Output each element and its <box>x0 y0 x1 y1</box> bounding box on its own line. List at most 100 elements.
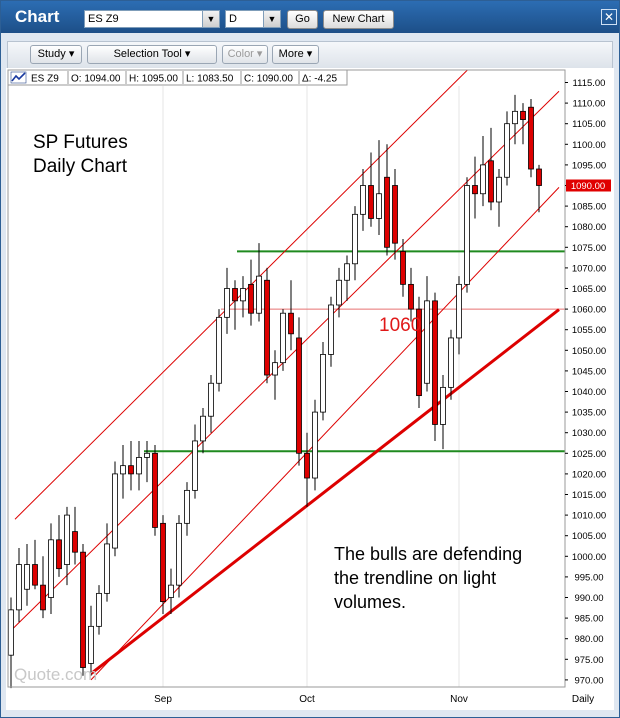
candle-body-up <box>480 164 486 195</box>
main-trendline <box>90 308 560 675</box>
candle-body-up <box>168 584 174 598</box>
candle-body-up <box>344 263 350 281</box>
candle <box>192 424 198 499</box>
candle-body-down <box>400 251 406 285</box>
candle-body-up <box>104 543 110 594</box>
y-tick-label: 990.00 <box>574 593 603 604</box>
y-tick-label: 1015.00 <box>572 490 606 501</box>
ohlc-open: O: 1094.00 <box>71 74 121 85</box>
interval-select[interactable]: D ▼ <box>225 10 281 28</box>
candles <box>8 94 542 689</box>
candle-body-down <box>304 452 310 479</box>
candle <box>104 523 110 602</box>
y-tick-label: 1035.00 <box>572 408 606 419</box>
candle <box>64 506 70 586</box>
y-tick-label: 1060.00 <box>572 305 606 316</box>
candle <box>520 103 526 145</box>
candle-body-up <box>456 283 462 339</box>
candle <box>328 296 334 367</box>
y-tick-label: 1080.00 <box>572 222 606 233</box>
candle-body-up <box>336 279 342 306</box>
candle <box>352 206 358 281</box>
candle-body-down <box>32 564 38 586</box>
candle-body-up <box>96 592 102 627</box>
candle <box>368 152 374 227</box>
candle <box>256 243 262 322</box>
candle <box>200 407 206 454</box>
candle-body-up <box>64 514 70 565</box>
candle-body-down <box>528 106 534 170</box>
candle-body-up <box>312 411 318 479</box>
candle-body-down <box>408 283 414 310</box>
candle <box>56 515 62 577</box>
title-bar: Chart ES Z9 ▼ D ▼ Go New Chart ✕ <box>1 1 619 33</box>
new-chart-button[interactable]: New Chart <box>323 10 394 29</box>
candle-body-down <box>232 288 238 302</box>
y-tick-label: 1055.00 <box>572 325 606 336</box>
candle-body-up <box>504 123 510 178</box>
candle-body-down <box>152 452 158 528</box>
candle-body-up <box>144 452 150 458</box>
symbol-value: ES Z9 <box>88 13 119 25</box>
chevron-down-icon[interactable]: ▼ <box>263 11 280 27</box>
x-axis-label: Daily <box>572 694 594 705</box>
candle-body-up <box>176 522 182 586</box>
color-menu-button[interactable]: Color ▾ <box>222 45 268 64</box>
candle <box>472 156 478 219</box>
y-tick-label: 1020.00 <box>572 469 606 480</box>
study-menu-button[interactable]: Study ▾ <box>30 45 82 64</box>
ohlc-symbol: ES Z9 <box>31 74 59 85</box>
candle <box>376 140 382 235</box>
y-tick-label: 1005.00 <box>572 531 606 542</box>
interval-value: D <box>229 13 237 25</box>
upper-channel <box>14 70 469 520</box>
candle-body-up <box>192 440 198 491</box>
candle-body-up <box>440 386 446 425</box>
candle-body-up <box>328 304 334 355</box>
candle-body-down <box>520 110 526 120</box>
candle <box>504 111 510 186</box>
chart-area[interactable]: ES Z9 O: 1094.00 H: 1095.00 L: 1083.50 C… <box>6 68 614 710</box>
candle-body-down <box>264 279 270 376</box>
candle-body-up <box>216 316 222 384</box>
ohlc-high: H: 1095.00 <box>129 74 178 85</box>
chart-title-line-2: Daily Chart <box>33 156 128 177</box>
y-tick-label: 970.00 <box>574 675 603 686</box>
chart-background <box>6 68 614 710</box>
candle <box>120 445 126 499</box>
candle-body-down <box>72 531 78 553</box>
candle-body-down <box>248 283 254 314</box>
y-tick-label: 995.00 <box>574 572 603 583</box>
go-button[interactable]: Go <box>287 10 318 29</box>
candle-body-down <box>128 465 134 475</box>
y-axis: 1115.00 1110.00 1105.00 1100.00 1095.00 1090.… <box>565 78 611 686</box>
ohlc-close: C: 1090.00 <box>244 74 293 85</box>
x-tick-label: Sep <box>154 694 172 705</box>
selection-tool-menu-button[interactable]: Selection Tool ▾ <box>87 45 217 64</box>
candle <box>400 239 406 297</box>
y-tick-label: 980.00 <box>574 634 603 645</box>
candle <box>16 548 22 623</box>
candle <box>240 276 246 318</box>
candle-body-up <box>208 382 214 417</box>
ohlc-low: L: 1083.50 <box>186 74 234 85</box>
candle <box>184 482 190 536</box>
level-1060-label: 1060 <box>379 315 421 336</box>
close-icon[interactable]: ✕ <box>601 9 617 25</box>
y-tick-label: 1115.00 <box>573 78 606 89</box>
chevron-down-icon[interactable]: ▼ <box>202 11 219 27</box>
y-tick-label: 1085.00 <box>572 202 606 213</box>
candle <box>304 432 310 507</box>
candle-body-down <box>288 312 294 335</box>
candle <box>112 461 118 557</box>
candle-body-up <box>512 110 518 125</box>
candle <box>216 309 222 392</box>
y-tick-label: 1065.00 <box>572 284 606 295</box>
ohlc-bar-frame <box>7 69 348 86</box>
candle-body-down <box>432 300 438 425</box>
more-menu-button[interactable]: More ▾ <box>272 45 319 64</box>
candle-body-down <box>384 176 390 248</box>
candle <box>432 292 438 441</box>
candle-body-up <box>200 415 206 442</box>
symbol-select[interactable]: ES Z9 ▼ <box>84 10 220 28</box>
